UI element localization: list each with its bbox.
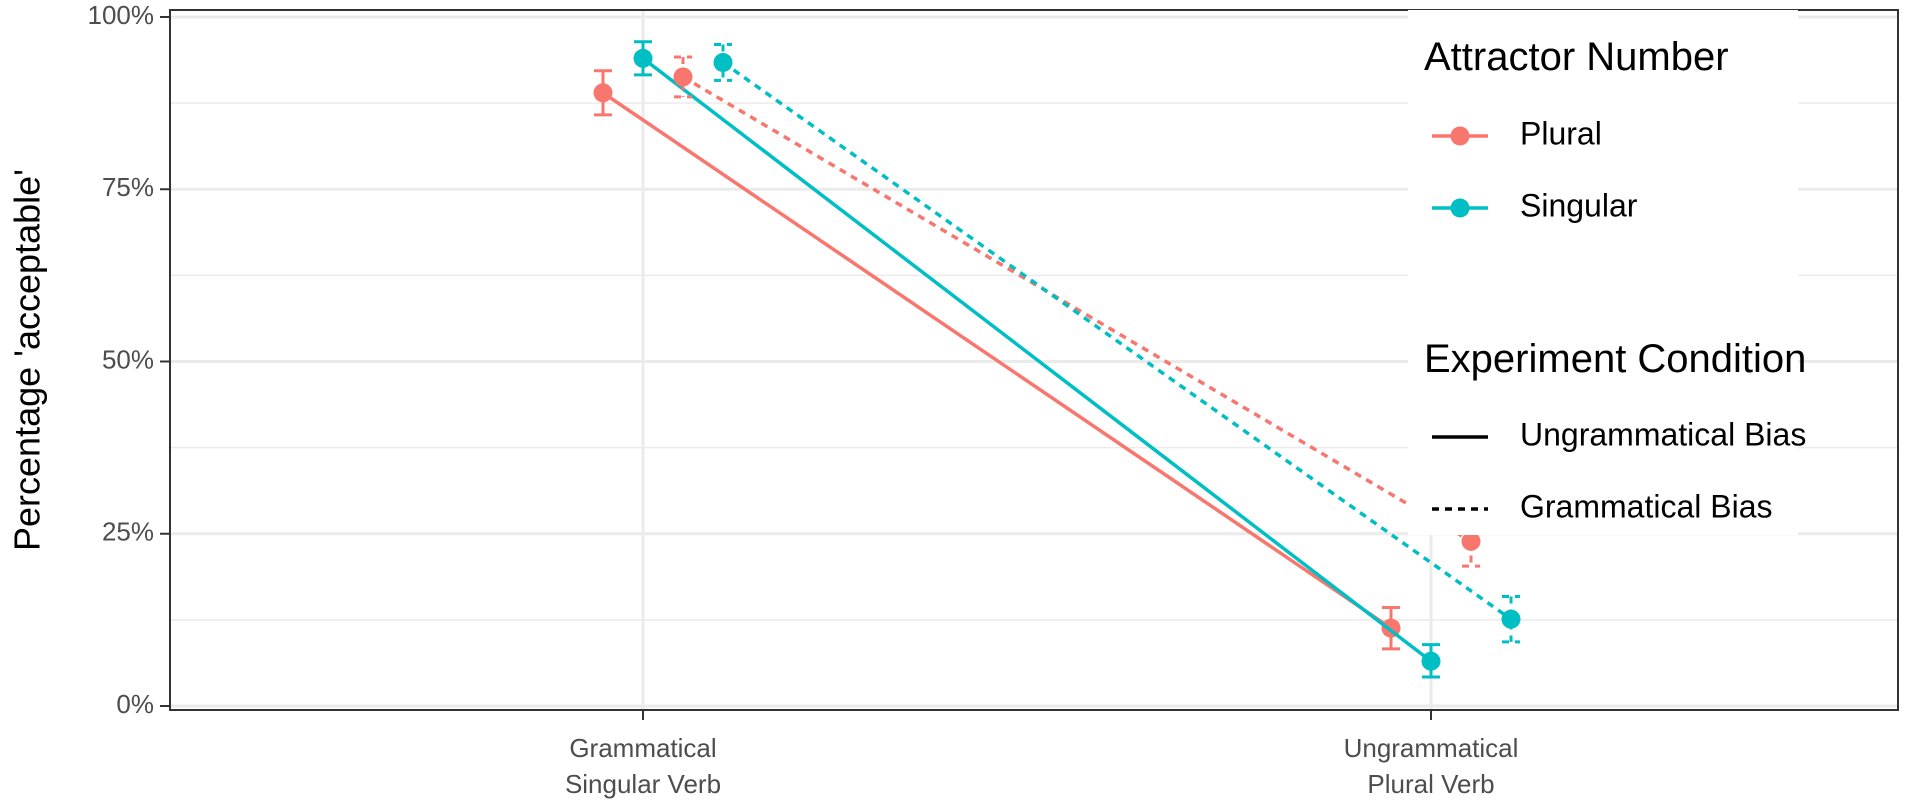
x-tick-label: Ungrammatical [1344,733,1519,763]
y-tick-label: 50% [102,344,154,374]
data-point [673,67,693,87]
x-tick-label: Plural Verb [1367,769,1494,799]
series-line [602,91,1392,630]
data-point [1501,609,1521,629]
series-singular-solid [633,40,1441,679]
data-series [593,40,1521,679]
series-line [721,61,1513,621]
legend: Attractor Number Plural Singular Experiment… [1408,10,1806,535]
series-line [641,56,1433,663]
series-line [682,75,1472,543]
legend-key-point [1450,126,1470,146]
series-plural-solid [593,69,1401,651]
legend-label: Singular [1520,187,1638,223]
data-point [1461,531,1481,551]
legend-key-point [1450,198,1470,218]
data-point [633,48,653,68]
data-point [1421,651,1441,671]
data-point [713,52,733,72]
legend-label: Ungrammatical Bias [1520,416,1806,452]
legend-title-attractor: Attractor Number [1424,35,1729,79]
legend-label: Plural [1520,115,1602,151]
x-tick-label: Singular Verb [565,769,721,799]
series-singular-dashed [713,43,1521,644]
y-tick-label: 25% [102,517,154,547]
y-axis-title: Percentage 'acceptable' [7,169,48,551]
y-tick-label: 75% [102,172,154,202]
legend-label: Grammatical Bias [1520,488,1773,524]
x-tick-label: Grammatical [569,733,716,763]
series-plural-dashed [673,55,1481,568]
y-tick-label: 100% [88,0,155,30]
legend-title-condition: Experiment Condition [1424,337,1806,381]
data-point [593,83,613,103]
legend-background [1408,10,1798,535]
plot-panel-border [169,9,1899,711]
y-tick-label: 0% [116,689,154,719]
axes: 0% 25% 50% 75% 100% Grammatical Singular Verb U… [88,0,1519,799]
